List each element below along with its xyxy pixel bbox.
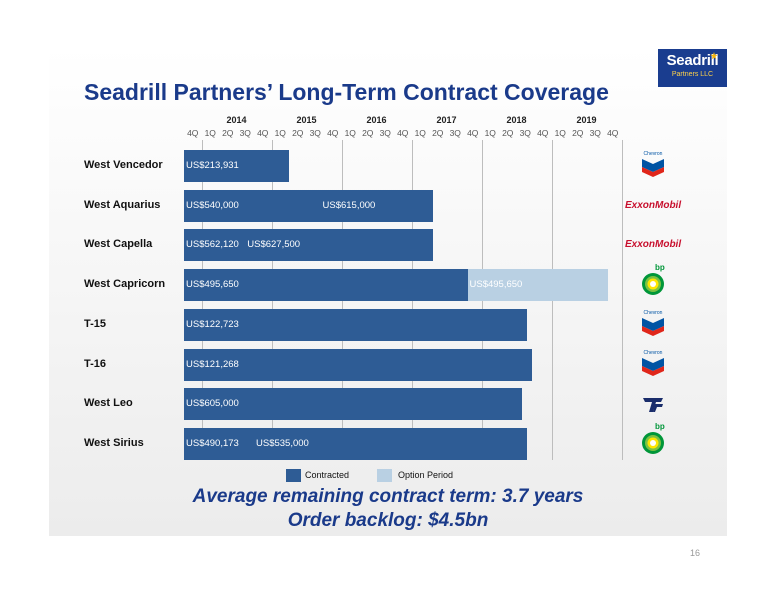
dayrate-label: US$495,650 bbox=[469, 279, 523, 291]
quarter-label: 2Q bbox=[362, 128, 374, 138]
exxonmobil-logo-icon: ExxonMobil bbox=[625, 199, 682, 211]
quarter-label: 1Q bbox=[204, 128, 216, 138]
quarter-label: 4Q bbox=[467, 128, 479, 138]
chevron-wordmark: Chevron bbox=[643, 349, 663, 356]
vessel-label: West Capella bbox=[84, 238, 153, 251]
quarter-label: 4Q bbox=[257, 128, 269, 138]
vessel-label: West Sirius bbox=[84, 436, 144, 449]
quarter-label: 3Q bbox=[379, 128, 391, 138]
quarter-label: 1Q bbox=[554, 128, 566, 138]
chevron-logo-icon: Chevron bbox=[641, 309, 665, 337]
page-number: 16 bbox=[690, 548, 701, 558]
year-label: 2014 bbox=[226, 115, 247, 125]
dayrate-label: US$121,268 bbox=[186, 358, 239, 370]
quarter-label: 1Q bbox=[344, 128, 356, 138]
bp-logo-icon: bp bbox=[641, 263, 665, 296]
vessel-label: T-15 bbox=[84, 317, 107, 330]
option-bar bbox=[467, 269, 608, 302]
vessel-label: West Capricorn bbox=[84, 278, 166, 291]
quarter-label: 3Q bbox=[519, 128, 531, 138]
exxonmobil-logo-icon: ExxonMobil bbox=[625, 239, 682, 251]
dayrate-label: US$605,000 bbox=[186, 398, 239, 410]
quarter-label: 4Q bbox=[397, 128, 409, 138]
legend-swatch-contracted bbox=[286, 469, 301, 482]
quarter-label: 3Q bbox=[309, 128, 321, 138]
contracted-bar bbox=[184, 189, 433, 222]
quarter-label: 2Q bbox=[502, 128, 514, 138]
dayrate-label: US$615,000 bbox=[322, 199, 376, 211]
chevron-logo-icon: Chevron bbox=[641, 151, 665, 178]
chevron-logo-icon: Chevron bbox=[641, 349, 665, 377]
contracted-bar bbox=[184, 229, 433, 262]
summary-term: Average remaining contract term: 3.7 yea… bbox=[192, 486, 584, 507]
dayrate-label: US$540,000 bbox=[186, 199, 239, 211]
logo-name: Seadrill bbox=[666, 52, 719, 69]
vessel-label: West Vencedor bbox=[84, 159, 163, 171]
tullow-logo-icon bbox=[641, 394, 665, 414]
quarter-label: 3Q bbox=[239, 128, 251, 138]
year-label: 2018 bbox=[506, 115, 527, 125]
dayrate-label: US$535,000 bbox=[256, 437, 309, 449]
quarter-label: 2Q bbox=[572, 128, 584, 138]
bp-wordmark: bp bbox=[655, 421, 665, 431]
legend-label-contracted: Contracted bbox=[305, 470, 350, 480]
quarter-label: 1Q bbox=[414, 128, 426, 138]
year-label: 2019 bbox=[576, 115, 597, 125]
vessel-label: West Aquarius bbox=[84, 198, 161, 211]
quarter-label: 4Q bbox=[607, 128, 619, 138]
quarter-label: 1Q bbox=[274, 128, 286, 138]
vessel-label: West Leo bbox=[84, 397, 133, 410]
logo-star-icon bbox=[710, 52, 718, 60]
quarter-label: 1Q bbox=[484, 128, 496, 138]
seadrill-logo: Seadrill Partners LLC bbox=[658, 49, 727, 87]
contracted-bar bbox=[184, 150, 289, 182]
contracted-bar bbox=[184, 427, 527, 460]
quarter-label: 4Q bbox=[187, 128, 199, 138]
chevron-wordmark: Chevron bbox=[643, 151, 663, 157]
quarter-label: 2Q bbox=[222, 128, 234, 138]
logo-subtitle: Partners LLC bbox=[671, 71, 714, 78]
quarter-label: 3Q bbox=[589, 128, 601, 138]
contracted-bar bbox=[184, 388, 522, 421]
dayrate-label: US$562,120 bbox=[186, 239, 239, 251]
quarter-label: 2Q bbox=[432, 128, 444, 138]
dayrate-label: US$495,650 bbox=[186, 279, 239, 291]
contracted-bar bbox=[184, 269, 468, 302]
contracted-bar bbox=[184, 348, 533, 381]
dayrate-label: US$627,500 bbox=[247, 239, 301, 251]
bp-logo-icon: bp bbox=[641, 421, 665, 455]
legend-swatch-option bbox=[377, 469, 392, 482]
page-title: Seadrill Partners’ Long-Term Contract Co… bbox=[84, 79, 609, 105]
year-label: 2017 bbox=[436, 115, 457, 125]
year-label: 2015 bbox=[296, 115, 317, 125]
year-label: 2016 bbox=[366, 115, 387, 125]
quarter-label: 4Q bbox=[537, 128, 549, 138]
vessel-label: T-16 bbox=[84, 357, 107, 370]
dayrate-label: US$490,173 bbox=[186, 437, 239, 449]
quarter-label: 3Q bbox=[449, 128, 461, 138]
dayrate-label: US$213,931 bbox=[186, 160, 239, 171]
year-gridline bbox=[622, 140, 623, 460]
bp-wordmark: bp bbox=[655, 263, 665, 273]
legend-label-option: Option Period bbox=[398, 470, 454, 480]
quarter-label: 4Q bbox=[327, 128, 339, 138]
contracted-bar bbox=[184, 308, 527, 341]
summary-backlog: Order backlog: $4.5bn bbox=[287, 510, 489, 531]
dayrate-label: US$122,723 bbox=[186, 318, 239, 330]
quarter-label: 2Q bbox=[292, 128, 304, 138]
chevron-wordmark: Chevron bbox=[643, 309, 663, 316]
